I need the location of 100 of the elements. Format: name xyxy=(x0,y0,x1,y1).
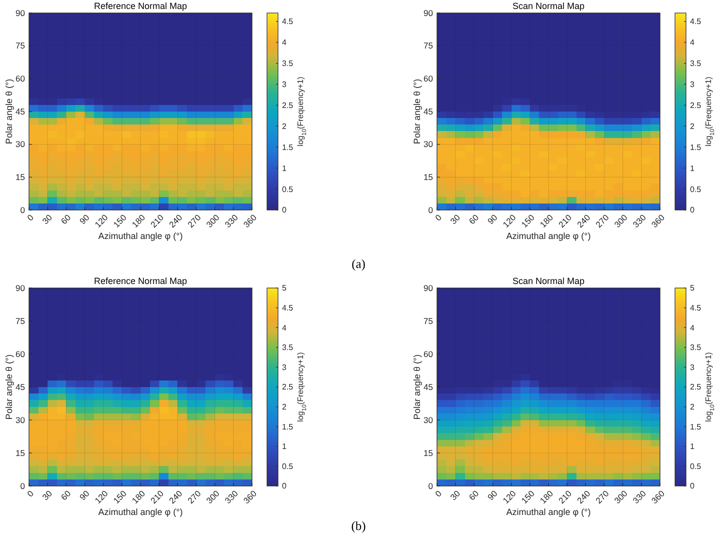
x-tick-label: 150 xyxy=(111,212,129,230)
x-tick-label: 30 xyxy=(40,212,54,226)
y-tick-label: 0 xyxy=(20,204,26,215)
color-bar-label: 2 xyxy=(282,122,287,131)
y-tick-label: 30 xyxy=(16,139,26,150)
color-bar-label: 0 xyxy=(282,482,287,491)
color-bar-label: 3.5 xyxy=(282,59,294,68)
x-tick-label: 120 xyxy=(500,212,518,230)
color-bar-label: 4.5 xyxy=(690,17,702,26)
x-tick-label: 30 xyxy=(448,212,462,226)
color-bar-label: 2 xyxy=(690,122,695,131)
color-bar-label: 0.5 xyxy=(690,184,702,194)
y-tick-label: 0 xyxy=(20,480,26,491)
y-tick-label: 90 xyxy=(16,282,26,293)
color-bar-label: 0.5 xyxy=(690,462,702,471)
y-tick-label: 15 xyxy=(16,448,26,458)
x-tick-label: 360 xyxy=(649,212,667,230)
color-bar-label: 1.5 xyxy=(282,422,294,432)
y-tick-label: 90 xyxy=(424,282,434,293)
y-tick-label: 0 xyxy=(428,204,434,215)
x-tick-label: 210 xyxy=(556,488,574,506)
color-bar-label: 5 xyxy=(690,284,695,293)
color-bar-label: 0.5 xyxy=(282,462,294,471)
color-bar-label: 3.5 xyxy=(282,343,294,352)
x-axis-title: Azimuthal angle φ (°) xyxy=(98,507,183,517)
x-tick-label: 180 xyxy=(130,488,148,506)
y-tick-label: 60 xyxy=(16,74,26,84)
color-bar-label: 0 xyxy=(690,206,695,215)
text: (a) xyxy=(352,257,366,271)
x-tick-label: 300 xyxy=(204,488,222,506)
y-tick-label: 60 xyxy=(424,348,434,359)
color-bar-label: 3 xyxy=(690,362,695,372)
x-tick-label: 330 xyxy=(630,488,648,506)
color-bar-label: 2.5 xyxy=(282,382,294,392)
x-tick-label: 300 xyxy=(612,212,630,230)
x-tick-label: 210 xyxy=(556,212,574,230)
x-tick-label: 180 xyxy=(130,212,148,230)
x-tick-label: 360 xyxy=(241,488,259,506)
x-tick-label: 270 xyxy=(186,212,203,230)
y-axis-title: Polar angle θ (°) xyxy=(4,354,14,420)
color-bar-label: 1 xyxy=(282,164,287,173)
x-tick-label: 150 xyxy=(519,212,537,230)
color-bar-label: 1.5 xyxy=(690,422,702,432)
color-bar-label: 2.5 xyxy=(690,100,702,110)
y-tick-label: 90 xyxy=(16,8,26,18)
color-bar-label: 4 xyxy=(690,38,695,48)
x-tick-label: 90 xyxy=(485,212,500,226)
x-tick-label: 120 xyxy=(500,488,518,506)
y-tick-label: 45 xyxy=(424,382,434,392)
x-tick-label: 90 xyxy=(77,488,92,502)
y-tick-label: 15 xyxy=(424,172,434,182)
color-bar-label: 3 xyxy=(282,80,287,89)
color-bar-label: 4 xyxy=(282,323,287,332)
color-bar-label: 4.5 xyxy=(282,17,294,26)
x-tick-label: 90 xyxy=(485,488,500,502)
y-tick-label: 60 xyxy=(16,348,26,359)
y-tick-label: 15 xyxy=(424,448,434,458)
color-bar-label: 0 xyxy=(690,482,695,491)
x-tick-label: 240 xyxy=(167,212,184,230)
x-tick-label: 120 xyxy=(92,488,110,506)
color-bar-label: 2.5 xyxy=(690,382,702,392)
color-bar-label: 4 xyxy=(690,323,695,332)
x-tick-label: 150 xyxy=(111,488,129,506)
x-tick-label: 270 xyxy=(594,212,611,230)
color-bar-label: 0.5 xyxy=(282,184,294,194)
color-bar-label: 2 xyxy=(282,402,287,412)
color-bar-label: 1 xyxy=(690,442,695,452)
x-tick-label: 270 xyxy=(186,488,203,506)
x-tick-label: 210 xyxy=(148,488,166,506)
color-bar-label: 3.5 xyxy=(690,59,702,68)
x-tick-label: 240 xyxy=(575,212,592,230)
x-tick-label: 210 xyxy=(148,212,166,230)
x-tick-label: 240 xyxy=(167,488,184,506)
chart-title: Reference Normal Map xyxy=(94,1,188,11)
color-bar-label: 4.5 xyxy=(690,304,702,313)
y-tick-label: 45 xyxy=(424,106,434,116)
color-bar-label: 1 xyxy=(282,442,287,452)
color-bar-label: 3 xyxy=(282,362,287,372)
x-tick-label: 300 xyxy=(612,488,630,506)
text: (b) xyxy=(351,519,366,533)
color-bar-label: 4.5 xyxy=(282,304,294,313)
chart-title: Reference Normal Map xyxy=(94,276,188,286)
x-axis-title: Azimuthal angle φ (°) xyxy=(506,231,591,241)
y-axis-title: Polar angle θ (°) xyxy=(4,78,14,144)
color-bar-label: 2.5 xyxy=(282,100,294,110)
x-tick-label: 360 xyxy=(649,488,667,506)
x-tick-label: 270 xyxy=(594,488,611,506)
y-axis-title: Polar angle θ (°) xyxy=(412,78,422,144)
color-bar-label: 1.5 xyxy=(282,142,294,152)
x-tick-label: 330 xyxy=(222,212,240,230)
y-tick-label: 45 xyxy=(16,106,26,116)
color-bar-label: 5 xyxy=(282,284,287,293)
y-tick-label: 75 xyxy=(424,40,434,51)
x-tick-label: 60 xyxy=(58,212,73,226)
color-bar-label: 3 xyxy=(690,80,695,89)
x-tick-label: 300 xyxy=(204,212,222,230)
x-tick-label: 180 xyxy=(538,212,556,230)
x-tick-label: 60 xyxy=(58,488,73,502)
color-bar-label: 4 xyxy=(282,38,287,48)
y-axis-title: Polar angle θ (°) xyxy=(412,354,422,420)
